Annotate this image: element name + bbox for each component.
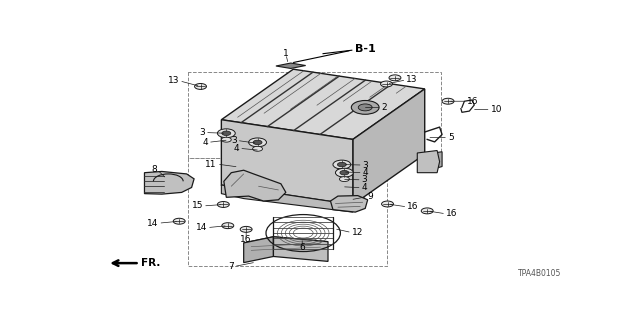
Circle shape: [240, 227, 252, 232]
Circle shape: [222, 223, 234, 228]
Text: 4: 4: [202, 138, 208, 147]
Polygon shape: [221, 185, 353, 212]
Polygon shape: [353, 89, 425, 205]
Circle shape: [358, 104, 372, 111]
Circle shape: [195, 84, 207, 89]
Polygon shape: [425, 152, 442, 172]
Circle shape: [337, 169, 347, 173]
Text: 14: 14: [147, 219, 158, 228]
Polygon shape: [145, 172, 194, 194]
Circle shape: [253, 140, 262, 145]
Circle shape: [381, 81, 392, 87]
Text: 13: 13: [406, 75, 418, 84]
Polygon shape: [330, 196, 367, 212]
Polygon shape: [244, 237, 273, 263]
Polygon shape: [417, 150, 440, 173]
Text: 6: 6: [300, 243, 305, 252]
Circle shape: [340, 171, 349, 175]
Circle shape: [333, 160, 351, 169]
Circle shape: [381, 201, 394, 207]
Circle shape: [248, 138, 266, 147]
Text: 1: 1: [283, 49, 289, 59]
Text: 11: 11: [205, 160, 217, 169]
Text: 8: 8: [151, 165, 157, 174]
Text: TPA4B0105: TPA4B0105: [518, 269, 561, 278]
Circle shape: [222, 131, 231, 135]
Polygon shape: [224, 170, 286, 201]
Circle shape: [335, 168, 353, 177]
Circle shape: [442, 98, 454, 104]
Polygon shape: [244, 237, 328, 248]
Circle shape: [173, 218, 185, 224]
Text: 4: 4: [363, 168, 369, 177]
Text: 15: 15: [191, 202, 203, 211]
Circle shape: [337, 162, 346, 167]
Circle shape: [218, 202, 229, 207]
Text: 9: 9: [367, 192, 373, 201]
Text: 16: 16: [467, 97, 478, 106]
Circle shape: [389, 75, 401, 81]
Text: FR.: FR.: [141, 258, 161, 268]
Text: 7: 7: [228, 262, 234, 271]
Circle shape: [421, 208, 433, 214]
Text: 3: 3: [231, 136, 237, 145]
Text: 5: 5: [448, 133, 454, 142]
Text: 13: 13: [168, 76, 179, 85]
Circle shape: [218, 129, 236, 138]
Text: 16: 16: [446, 209, 458, 218]
Text: 2: 2: [381, 103, 387, 112]
Text: 10: 10: [491, 105, 502, 114]
Circle shape: [351, 100, 379, 114]
Text: 16: 16: [408, 203, 419, 212]
Text: 3: 3: [362, 175, 367, 184]
Text: 4: 4: [234, 144, 239, 153]
Text: 3: 3: [199, 128, 205, 137]
Circle shape: [221, 137, 231, 142]
Polygon shape: [276, 63, 306, 68]
Circle shape: [253, 146, 262, 151]
Text: 3: 3: [363, 161, 369, 170]
Polygon shape: [221, 69, 425, 140]
Text: 16: 16: [241, 236, 252, 244]
Polygon shape: [273, 237, 328, 261]
Circle shape: [339, 177, 349, 181]
Text: B-1: B-1: [355, 44, 376, 54]
Text: 14: 14: [196, 223, 207, 232]
Polygon shape: [221, 120, 353, 205]
Text: 4: 4: [362, 183, 367, 192]
Text: 12: 12: [352, 228, 363, 237]
